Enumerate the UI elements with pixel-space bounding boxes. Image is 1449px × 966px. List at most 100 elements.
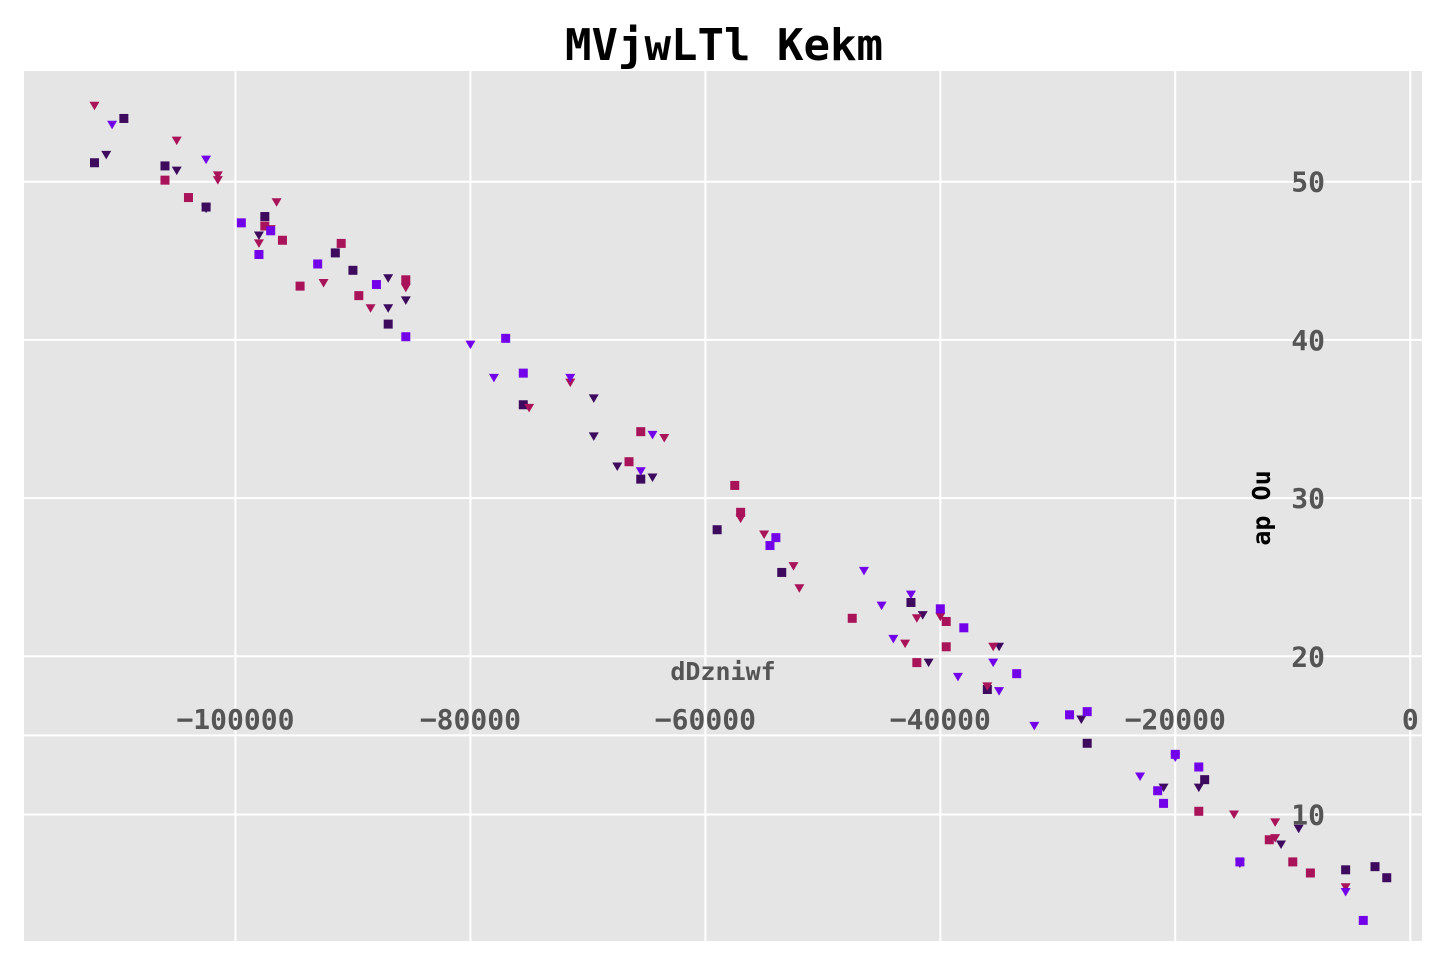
data-point-square xyxy=(354,291,364,301)
data-point-square xyxy=(1370,862,1380,872)
data-point-triangle xyxy=(383,274,394,283)
data-point-square xyxy=(371,280,381,290)
y-tick-label: 30 xyxy=(1291,482,1325,515)
data-point-square xyxy=(266,226,276,236)
y-tick-label: 10 xyxy=(1291,798,1325,831)
data-point-triangle xyxy=(101,150,112,160)
data-point-square xyxy=(906,597,916,607)
data-point-square xyxy=(1305,868,1315,878)
data-point-triangle xyxy=(917,611,928,620)
x-tick-label: −20000 xyxy=(1125,703,1226,736)
data-points xyxy=(89,101,1392,925)
data-point-square xyxy=(912,658,922,668)
data-point-square xyxy=(313,259,323,269)
data-point-triangle xyxy=(565,378,576,388)
data-point-triangle xyxy=(1170,753,1181,763)
data-point-square xyxy=(712,525,722,535)
data-point-square xyxy=(260,221,270,231)
data-point-square xyxy=(1153,786,1163,796)
data-point-triangle xyxy=(1193,783,1204,793)
data-point-square xyxy=(277,235,287,245)
data-point-triangle xyxy=(1076,715,1087,725)
data-point-square xyxy=(624,457,634,467)
data-point-square xyxy=(160,175,170,185)
data-point-triangle xyxy=(900,639,911,649)
y-tick-label: 40 xyxy=(1291,324,1325,357)
chart-title: MVjwLTl Kekm xyxy=(565,20,883,71)
data-point-triangle xyxy=(212,171,223,180)
data-point-triangle xyxy=(647,430,658,440)
data-point-square xyxy=(730,480,740,490)
x-tick-label: −80000 xyxy=(420,703,521,736)
data-point-triangle xyxy=(565,373,576,383)
data-point-triangle xyxy=(201,155,212,165)
data-point-square xyxy=(260,212,270,222)
data-point-square xyxy=(1264,835,1274,845)
data-point-square xyxy=(501,333,511,343)
data-point-square xyxy=(1012,669,1022,679)
data-point-square xyxy=(636,474,646,484)
data-point-triangle xyxy=(171,166,182,176)
data-point-triangle xyxy=(365,304,376,313)
data-point-triangle xyxy=(1158,783,1169,793)
data-point-triangle xyxy=(988,642,999,652)
data-point-triangle xyxy=(876,601,887,611)
data-point-square xyxy=(941,616,951,626)
x-tick-label: −100000 xyxy=(176,703,294,736)
data-point-triangle xyxy=(400,283,411,293)
data-point-triangle xyxy=(612,462,623,471)
x-axis-label: dDzniwf xyxy=(670,657,775,686)
data-point-triangle xyxy=(271,198,282,207)
data-point-triangle xyxy=(952,672,963,682)
data-point-triangle xyxy=(1270,818,1281,827)
data-point-triangle xyxy=(923,658,934,668)
data-point-square xyxy=(1065,710,1075,720)
data-point-square xyxy=(1341,865,1351,875)
data-point-square xyxy=(295,281,305,291)
data-point-square xyxy=(771,533,781,543)
data-point-square xyxy=(777,567,787,577)
data-point-square xyxy=(1200,775,1210,785)
data-point-triangle xyxy=(1229,810,1240,819)
data-point-triangle xyxy=(858,566,869,576)
y-tick-labels: 10 20 30 40 50 xyxy=(1291,166,1325,832)
x-tick-labels: −100000 −80000 −60000 −40000 −20000 0 xyxy=(176,703,1418,736)
data-point-triangle xyxy=(1270,834,1281,843)
data-point-square xyxy=(160,161,170,171)
data-point-triangle xyxy=(659,433,670,443)
data-point-triangle xyxy=(935,612,946,622)
data-point-triangle xyxy=(994,687,1005,696)
data-point-square xyxy=(518,400,528,410)
data-point-square xyxy=(236,218,246,228)
y-tick-label: 20 xyxy=(1291,640,1325,673)
x-tick-label: −40000 xyxy=(890,703,991,736)
data-point-triangle xyxy=(647,473,658,483)
data-point-triangle xyxy=(905,590,916,600)
data-point-triangle xyxy=(588,394,599,403)
data-point-triangle xyxy=(253,239,264,248)
data-point-triangle xyxy=(759,530,770,539)
data-point-square xyxy=(383,319,393,329)
data-point-triangle xyxy=(1029,721,1040,731)
data-point-triangle xyxy=(1340,883,1351,892)
data-point-triangle xyxy=(89,101,100,111)
y-axis-label: ap Ou xyxy=(1247,470,1276,545)
data-point-square xyxy=(183,193,193,203)
data-point-square xyxy=(1194,762,1204,772)
data-point-square xyxy=(1235,857,1245,867)
data-point-square xyxy=(1194,806,1204,816)
data-point-triangle xyxy=(1276,840,1287,850)
data-point-square xyxy=(1082,738,1092,748)
data-point-triangle xyxy=(488,373,499,383)
data-point-triangle xyxy=(588,432,599,441)
data-point-triangle xyxy=(212,176,223,185)
data-point-triangle xyxy=(888,634,899,644)
data-point-square xyxy=(119,113,129,123)
data-point-triangle xyxy=(911,614,922,623)
data-point-triangle xyxy=(1340,887,1351,897)
data-point-triangle xyxy=(794,584,805,593)
data-point-triangle xyxy=(982,682,993,691)
data-point-triangle xyxy=(201,204,212,214)
data-point-triangle xyxy=(383,304,394,313)
